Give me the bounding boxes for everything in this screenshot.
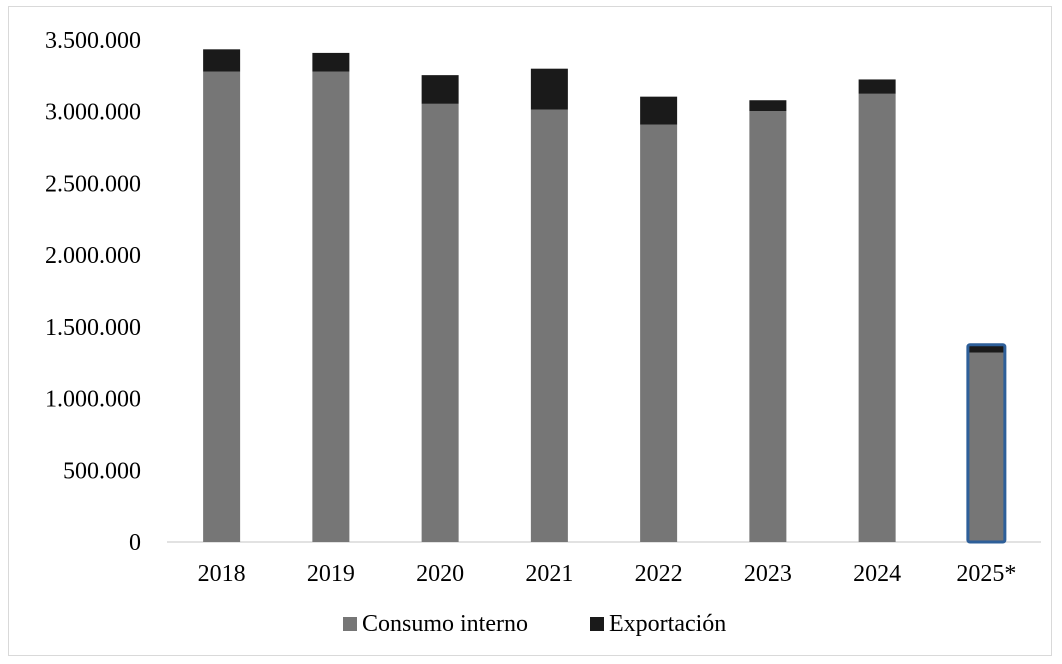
x-tick-label: 2019 [307, 561, 355, 587]
stacked-bar-chart: 0 500.000 1.000.000 1.500.000 2.000.000 2.500… [45, 28, 1041, 637]
bar-exportacion-2023 [749, 100, 787, 111]
x-tick-label: 2023 [744, 561, 792, 587]
bar-consumo-interno-2024 [858, 93, 896, 543]
x-tick-label: 2020 [416, 561, 464, 587]
x-axis-ticks: 2018 2019 2020 2021 2022 2023 2024 2025* [198, 561, 1017, 587]
y-tick-label: 1.000.000 [45, 387, 141, 413]
bar-consumo-interno-2022 [640, 124, 678, 542]
legend-label-consumo-interno: Consumo interno [362, 611, 528, 637]
chart-frame: 0 500.000 1.000.000 1.500.000 2.000.000 2.500… [8, 6, 1052, 656]
bar-consumo-interno-2025 [967, 352, 1005, 542]
x-tick-label: 2018 [198, 561, 246, 587]
bar-consumo-interno-2021 [530, 109, 568, 542]
y-tick-label: 1.500.000 [45, 315, 141, 341]
bar-consumo-interno-2019 [312, 71, 350, 542]
bar-exportacion-2018 [203, 49, 241, 72]
highlight-outline-2025 [966, 343, 1007, 544]
bar-consumo-interno-2020 [421, 103, 459, 542]
bar-exportacion-2022 [640, 96, 678, 125]
x-tick-label: 2024 [853, 561, 901, 587]
y-tick-label: 3.500.000 [45, 28, 141, 54]
y-tick-label: 0 [129, 530, 141, 556]
y-axis-ticks: 0 500.000 1.000.000 1.500.000 2.000.000 2.500… [45, 28, 141, 556]
x-tick-label: 2025* [956, 561, 1016, 587]
y-tick-label: 3.000.000 [45, 100, 141, 126]
bar-exportacion-2025 [967, 344, 1005, 353]
legend-swatch-exportacion [590, 617, 604, 631]
bar-exportacion-2020 [421, 75, 459, 104]
bars [203, 49, 1007, 544]
x-tick-label: 2021 [525, 561, 573, 587]
y-tick-label: 2.000.000 [45, 243, 141, 269]
legend-swatch-consumo-interno [343, 617, 357, 631]
bar-exportacion-2021 [530, 68, 568, 110]
bar-exportacion-2019 [312, 52, 350, 72]
y-tick-label: 500.000 [63, 458, 141, 484]
bar-consumo-interno-2018 [203, 71, 241, 542]
legend-label-exportacion: Exportación [609, 611, 726, 637]
legend: Consumo interno Exportación [343, 611, 726, 637]
bar-exportacion-2024 [858, 79, 896, 94]
bar-consumo-interno-2023 [749, 110, 787, 543]
x-tick-label: 2022 [635, 561, 683, 587]
y-tick-label: 2.500.000 [45, 171, 141, 197]
